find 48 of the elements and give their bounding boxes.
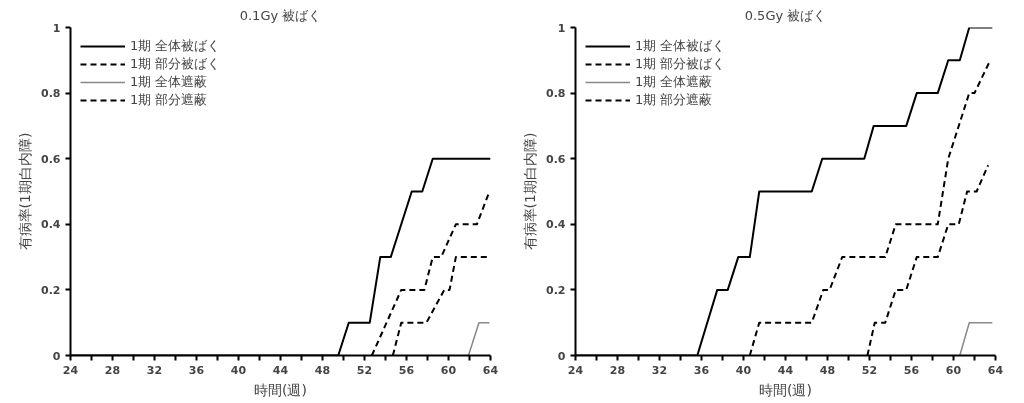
x-tick-label: 24 [567, 363, 584, 377]
x-tick-label: 64 [482, 363, 499, 377]
y-tick-label: 0.4 [41, 218, 61, 232]
x-axis-title: 時間(週) [254, 381, 307, 398]
x-tick-label: 48 [819, 363, 836, 377]
x-tick-label: 56 [903, 363, 920, 377]
chart-title: 0.1Gy 被ばく [239, 7, 322, 23]
y-tick-label: 0.2 [546, 283, 566, 297]
legend-label: 1期 部分被ばく [130, 55, 221, 73]
x-tick-label: 24 [62, 363, 79, 377]
x-tick-label: 60 [440, 363, 457, 377]
y-tick-label: 0.4 [546, 218, 566, 232]
x-tick-label: 48 [314, 363, 331, 377]
legend-label: 1期 部分遮蔽 [130, 91, 208, 109]
legend-label: 1期 全体被ばく [635, 37, 726, 55]
legend-label: 1期 部分被ばく [635, 55, 726, 73]
y-tick-label: 1 [52, 21, 61, 35]
y-tick-label: 1 [557, 21, 566, 35]
x-tick-label: 56 [398, 363, 415, 377]
y-tick-label: 0.6 [546, 152, 566, 166]
x-tick-label: 52 [861, 363, 878, 377]
y-tick-label: 0.2 [41, 283, 61, 297]
x-tick-label: 52 [356, 363, 373, 377]
x-tick-label: 60 [945, 363, 962, 377]
x-tick-label: 32 [146, 363, 163, 377]
x-tick-label: 32 [651, 363, 668, 377]
legend-label: 1期 全体遮蔽 [130, 73, 208, 91]
chart-title: 0.5Gy 被ばく [744, 7, 827, 23]
x-tick-label: 36 [693, 363, 710, 377]
y-tick-label: 0 [557, 349, 566, 363]
legend-label: 1期 全体被ばく [130, 37, 221, 55]
x-tick-label: 64 [987, 363, 1004, 377]
y-tick-label: 0.8 [546, 87, 566, 101]
x-tick-label: 40 [230, 363, 247, 377]
x-axis-title: 時間(週) [759, 381, 812, 398]
y-tick-label: 0.8 [41, 87, 61, 101]
x-tick-label: 44 [272, 363, 289, 377]
legend-label: 1期 全体遮蔽 [635, 73, 713, 91]
x-tick-label: 28 [104, 363, 121, 377]
y-tick-label: 0 [52, 349, 61, 363]
y-axis-title: 有病率(1期白内障) [17, 132, 34, 251]
legend-label: 1期 部分遮蔽 [635, 91, 713, 109]
x-tick-label: 44 [777, 363, 794, 377]
y-axis-title: 有病率(1期白内障) [522, 132, 539, 251]
y-tick-label: 0.6 [41, 152, 61, 166]
x-tick-label: 40 [735, 363, 752, 377]
x-tick-label: 36 [188, 363, 205, 377]
x-tick-label: 28 [609, 363, 626, 377]
